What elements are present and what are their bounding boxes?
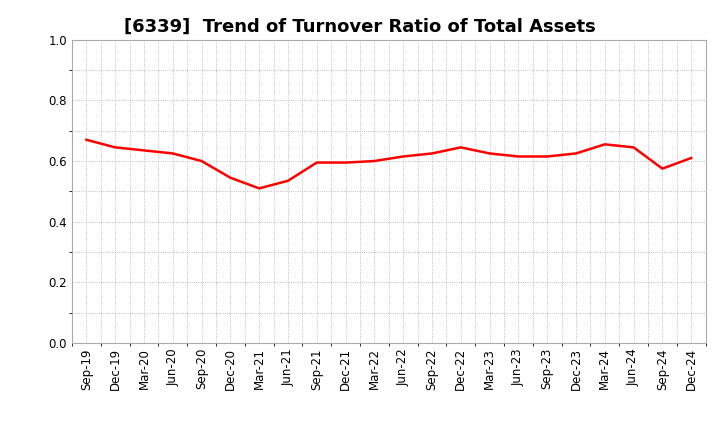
Text: [6339]  Trend of Turnover Ratio of Total Assets: [6339] Trend of Turnover Ratio of Total … <box>124 18 596 36</box>
